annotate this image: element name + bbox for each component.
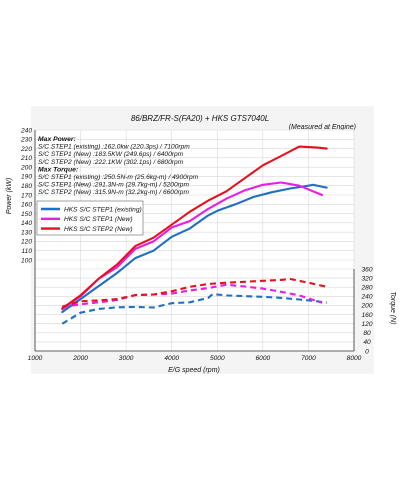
torque-line-1 <box>61 293 327 325</box>
x-tick-label: 2000 <box>72 355 88 362</box>
legend-label: HKS S/C STEP1 (New) <box>64 216 133 223</box>
chart-subtitle: (Measured at Engine) <box>289 124 356 131</box>
x-tick-label: 7000 <box>301 355 316 362</box>
axes <box>34 130 355 352</box>
power-tick-label: 230 <box>20 137 32 144</box>
power-tick-label: 170 <box>21 192 32 199</box>
power-tick-label: 160 <box>21 202 32 209</box>
summary-torque-line: S/C STEP1 (existing) :250.5N-m (25.6kg-m… <box>38 174 199 181</box>
power-tick-label: 150 <box>21 211 32 218</box>
torque-tick-label: 120 <box>361 321 372 328</box>
power-tick-label: 100 <box>21 257 32 264</box>
torque-line-3 <box>62 277 327 308</box>
series-lines <box>61 145 328 325</box>
summary-torque-heading: Max Torque: <box>38 166 78 173</box>
x-tick-label: 1000 <box>28 355 43 362</box>
power-tick-label: 190 <box>21 174 32 181</box>
summary-power-line: S/C STEP1 (New) :183.5KW (249.6ps) / 640… <box>38 151 184 158</box>
power-tick-label: 240 <box>20 127 32 134</box>
summary-torque-line: S/C STEP2 (New) :315.9N-m (32.2kg-m) / 6… <box>38 189 189 196</box>
x-axis-label: E/G speed (rpm) <box>168 367 220 374</box>
tick-labels: 1000 2000 3000 4000 5000 6000 7000 800010011012… <box>20 127 373 362</box>
torque-tick-label: 160 <box>361 312 372 319</box>
x-tick-label: 8000 <box>347 355 362 362</box>
power-line-1 <box>61 183 328 314</box>
power-tick-label: 180 <box>21 183 32 190</box>
plot-area <box>35 130 354 351</box>
legend-label: HKS S/C STEP2 (New) <box>64 226 133 233</box>
torque-tick-label: 360 <box>361 266 372 273</box>
power-tick-label: 200 <box>20 164 32 171</box>
torque-tick-label: 280 <box>360 285 372 292</box>
torque-tick-label: 240 <box>360 294 372 301</box>
torque-tick-label: 320 <box>361 275 372 282</box>
x-tick-label: 4000 <box>164 355 179 362</box>
summary-power-line: S/C STEP1 (existing) :162.0kw (220.3ps) … <box>38 144 190 151</box>
torque-tick-label: 0 <box>365 348 369 355</box>
legend-label: HKS S/C STEP1 (existing) <box>64 206 142 213</box>
power-tick-label: 140 <box>21 220 32 227</box>
summary-power-heading: Max Power: <box>38 136 76 143</box>
power-tick-label: 210 <box>20 155 32 162</box>
torque-tick-label: 40 <box>363 339 371 346</box>
legend: HKS S/C STEP1 (existing) HKS S/C STEP1 (N… <box>36 200 144 236</box>
summary-box: Max Power:S/C STEP1 (existing) :162.0kw … <box>38 136 199 196</box>
x-tick-label: 5000 <box>210 355 225 362</box>
power-tick-label: 130 <box>21 229 32 236</box>
torque-line-2 <box>62 283 323 309</box>
x-tick-label: 3000 <box>119 355 134 362</box>
torque-tick-label: 80 <box>363 330 371 337</box>
torque-tick-label: 200 <box>360 303 372 310</box>
x-tick-label: 6000 <box>256 355 271 362</box>
summary-power-line: S/C STEP2 (New) :222.1KW (302.1ps) / 680… <box>38 159 184 166</box>
power-line-3 <box>61 145 328 310</box>
grid <box>34 129 355 352</box>
power-tick-label: 120 <box>21 239 32 246</box>
power-tick-label: 110 <box>21 248 32 255</box>
right-axis-label: Torque (N) <box>389 291 396 324</box>
left-axis-label: Power (kW) <box>6 178 13 215</box>
power-line-2 <box>61 181 324 311</box>
power-tick-label: 220 <box>20 146 32 153</box>
summary-torque-line: S/C STEP1 (New) :291.3N-m (29.7kg-m) / 5… <box>38 182 189 189</box>
chart-title: 86/BRZ/FR-S(FA20) + HKS GTS7040L <box>131 114 269 123</box>
